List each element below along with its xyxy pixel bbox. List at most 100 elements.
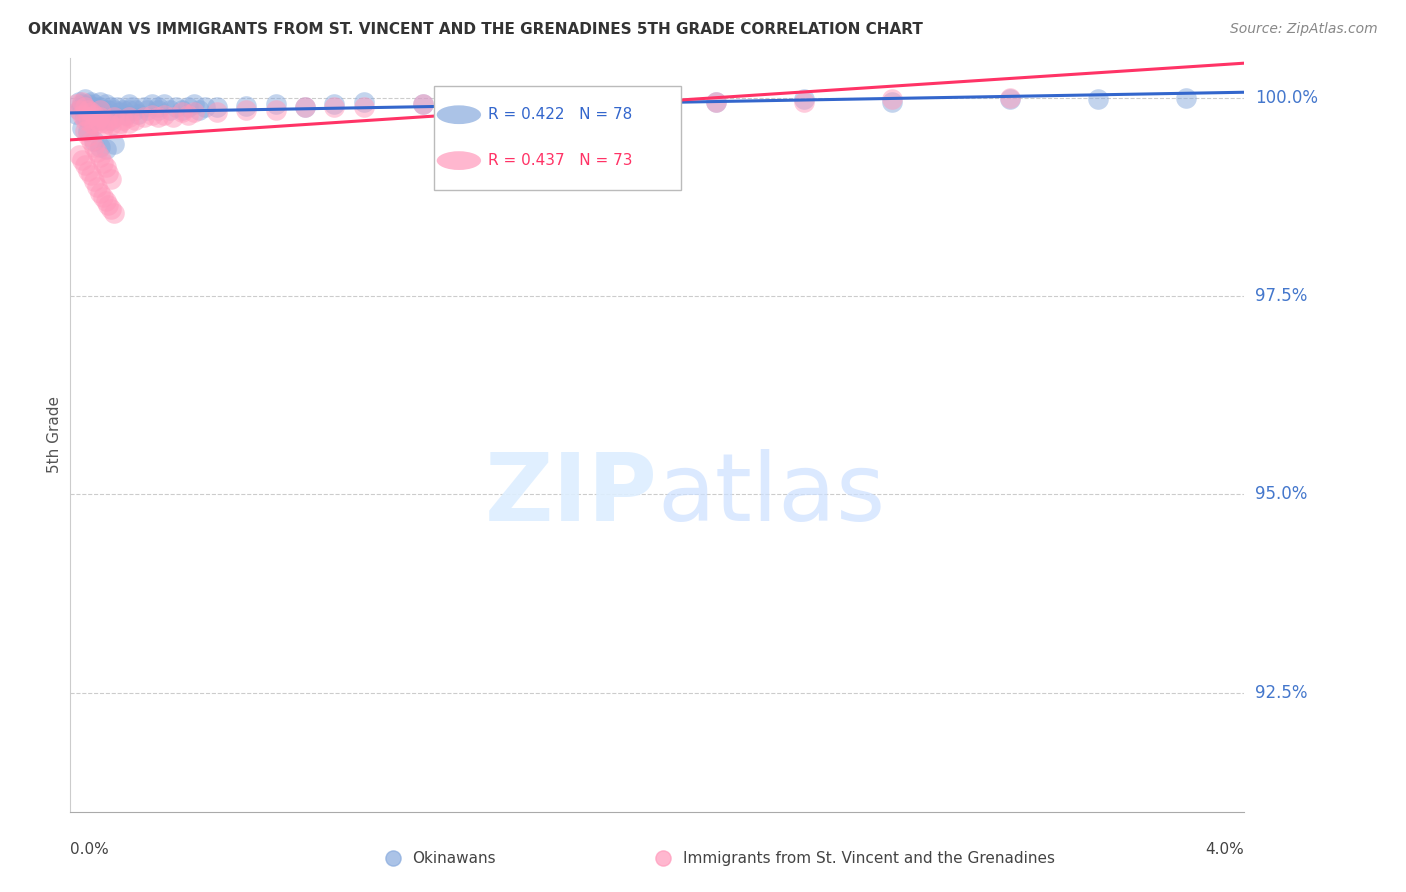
- Point: [83, 108, 105, 122]
- Point: [235, 98, 257, 112]
- Point: [73, 124, 96, 138]
- Point: [67, 103, 90, 117]
- Point: [65, 97, 87, 112]
- Point: [77, 100, 100, 114]
- Circle shape: [437, 105, 481, 124]
- Point: [83, 134, 105, 148]
- Point: [91, 120, 114, 135]
- Point: [77, 111, 100, 125]
- Point: [170, 103, 193, 117]
- Point: [323, 97, 346, 112]
- Point: [86, 112, 108, 127]
- Y-axis label: 5th Grade: 5th Grade: [46, 396, 62, 474]
- Point: [89, 140, 111, 154]
- Point: [77, 124, 100, 138]
- Point: [103, 108, 125, 122]
- Point: [80, 112, 103, 127]
- Text: R = 0.422   N = 78: R = 0.422 N = 78: [488, 107, 633, 122]
- Point: [294, 100, 316, 114]
- Point: [103, 205, 125, 219]
- Circle shape: [437, 152, 481, 170]
- Point: [118, 103, 141, 117]
- Point: [294, 100, 316, 114]
- Point: [91, 108, 114, 122]
- Text: 95.0%: 95.0%: [1256, 485, 1308, 503]
- Point: [73, 112, 96, 127]
- Point: [91, 190, 114, 204]
- Point: [67, 148, 90, 162]
- Point: [89, 95, 111, 109]
- Point: [89, 104, 111, 119]
- Point: [704, 95, 727, 109]
- Point: [118, 116, 141, 130]
- Point: [83, 111, 105, 125]
- Point: [170, 104, 193, 119]
- Point: [880, 95, 904, 109]
- Point: [73, 100, 96, 114]
- Point: [73, 92, 96, 106]
- Point: [499, 95, 522, 109]
- Text: Immigrants from St. Vincent and the Grenadines: Immigrants from St. Vincent and the Gren…: [683, 851, 1054, 865]
- Point: [86, 179, 108, 194]
- Point: [77, 163, 100, 178]
- Point: [77, 108, 100, 122]
- Point: [470, 97, 492, 112]
- Point: [998, 92, 1021, 106]
- Point: [1087, 92, 1109, 106]
- Text: 97.5%: 97.5%: [1256, 287, 1308, 305]
- Text: 4.0%: 4.0%: [1205, 842, 1244, 857]
- Point: [103, 136, 125, 151]
- Point: [588, 95, 610, 109]
- Point: [115, 108, 138, 122]
- Point: [70, 100, 93, 114]
- Point: [177, 100, 200, 114]
- Point: [80, 116, 103, 130]
- Point: [97, 103, 120, 117]
- Point: [83, 174, 105, 188]
- Point: [83, 140, 105, 154]
- Point: [89, 150, 111, 164]
- Point: [353, 95, 375, 109]
- Point: [124, 103, 146, 117]
- Point: [94, 111, 117, 125]
- Point: [80, 104, 103, 119]
- Point: [100, 100, 122, 114]
- Point: [127, 106, 149, 120]
- Point: [94, 142, 117, 156]
- Point: [112, 112, 135, 127]
- Point: [73, 111, 96, 125]
- Point: [94, 97, 117, 112]
- Point: [652, 851, 675, 865]
- Point: [353, 100, 375, 114]
- Point: [83, 97, 105, 112]
- Point: [83, 100, 105, 114]
- Point: [77, 97, 100, 112]
- Point: [108, 104, 131, 119]
- Point: [118, 97, 141, 112]
- Point: [77, 128, 100, 143]
- Point: [91, 155, 114, 169]
- Point: [67, 95, 90, 109]
- Point: [148, 111, 170, 125]
- Point: [103, 103, 125, 117]
- Text: R = 0.437   N = 73: R = 0.437 N = 73: [488, 153, 633, 168]
- Point: [73, 103, 96, 117]
- Point: [1174, 90, 1197, 104]
- Point: [645, 92, 669, 106]
- Text: ZIP: ZIP: [485, 450, 657, 541]
- Point: [165, 100, 187, 114]
- Point: [67, 103, 90, 117]
- Point: [89, 186, 111, 200]
- Point: [97, 198, 120, 212]
- Point: [188, 103, 211, 117]
- Point: [132, 111, 155, 125]
- Point: [588, 95, 610, 109]
- Point: [70, 97, 93, 112]
- Point: [70, 153, 93, 167]
- Point: [264, 103, 287, 117]
- Point: [440, 97, 463, 112]
- Text: OKINAWAN VS IMMIGRANTS FROM ST. VINCENT AND THE GRENADINES 5TH GRADE CORRELATION: OKINAWAN VS IMMIGRANTS FROM ST. VINCENT …: [28, 22, 922, 37]
- Point: [80, 134, 103, 148]
- Point: [124, 112, 146, 127]
- Point: [793, 92, 815, 106]
